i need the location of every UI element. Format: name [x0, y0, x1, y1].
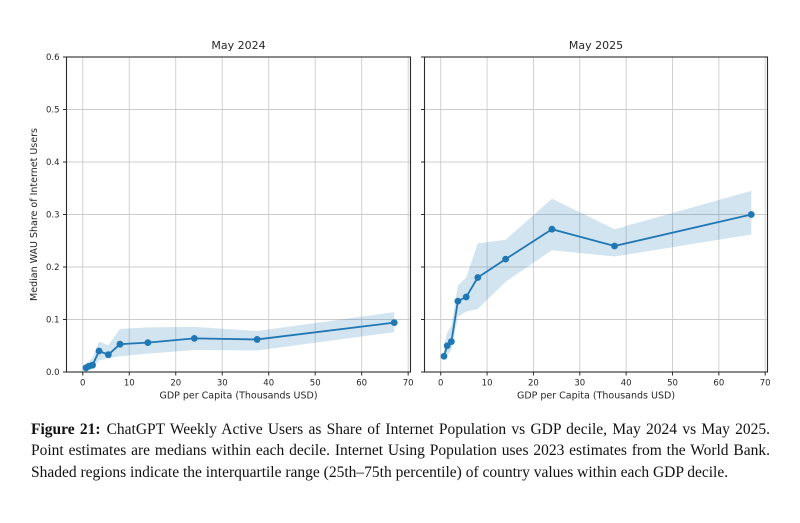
chart-panel-may-2024: 0 10 20 30 40 50 60 70 0.0 0.1 0.2 0.3 0.4 0.5 0.6 May …: [29, 39, 414, 402]
data-point: [104, 351, 112, 359]
x-tick-label: 20: [170, 379, 181, 389]
data-point: [447, 338, 455, 345]
x-tick-label: 10: [124, 379, 135, 389]
x-tick-label: 70: [760, 379, 771, 389]
x-axis-label: GDP per Capita (Thousands USD): [159, 391, 317, 402]
data-point: [474, 274, 482, 281]
iqr-band: [443, 190, 752, 362]
y-tick-label: 0.1: [46, 316, 60, 326]
figure-caption-label: Figure 21:: [31, 421, 101, 438]
data-point: [611, 242, 618, 250]
data-point: [89, 361, 96, 369]
x-tick-label: 50: [667, 379, 678, 389]
data-point: [747, 211, 755, 218]
dual-panel-line-chart: 0 10 20 30 40 50 60 70 0.0 0.1 0.2 0.3 0.4 0.5 0.6 May …: [29, 39, 771, 402]
panel-title: May 2025: [569, 39, 623, 52]
x-tick-label: 10: [482, 379, 493, 389]
y-tick-label: 0.5: [46, 106, 60, 116]
x-tick-label: 60: [713, 379, 724, 389]
data-point: [440, 352, 448, 360]
y-tick-label: 0.0: [46, 368, 60, 378]
data-point: [95, 347, 103, 355]
x-tick-label: 0: [438, 379, 443, 389]
figure-caption: Figure 21: ChatGPT Weekly Active Users as…: [31, 419, 770, 483]
y-tick-label: 0.2: [46, 263, 60, 273]
x-tick-label: 30: [217, 379, 228, 389]
x-tick-label: 0: [80, 379, 85, 389]
data-point: [390, 319, 398, 327]
data-point: [144, 339, 152, 346]
iqr-band: [86, 312, 395, 371]
x-tick-label: 30: [574, 379, 585, 389]
data-point: [462, 293, 470, 301]
y-tick-label: 0.3: [46, 211, 60, 221]
y-axis-label: Median WAU Share of Internet Users: [29, 128, 40, 301]
chart-panel-may-2025: 0 10 20 30 40 50 60 70 May 2025 GDP per Capita (T…: [421, 39, 771, 402]
x-tick-label: 20: [528, 379, 539, 389]
x-tick-label: 50: [310, 379, 321, 389]
y-tick-label: 0.4: [46, 158, 60, 168]
data-point: [253, 336, 261, 343]
data-point: [116, 340, 124, 348]
x-tick-label: 40: [621, 379, 632, 389]
x-axis-label: GDP per Capita (Thousands USD): [517, 391, 675, 402]
data-point: [190, 335, 198, 342]
x-tick-label: 40: [263, 379, 274, 389]
y-tick-label: 0.6: [46, 53, 60, 63]
data-point: [548, 225, 556, 233]
data-point: [443, 342, 451, 350]
figure-caption-text: ChatGPT Weekly Active Users as Share of …: [31, 421, 770, 481]
data-point: [502, 255, 510, 263]
x-tick-label: 70: [403, 379, 414, 389]
data-point: [454, 297, 462, 305]
panel-title: May 2024: [211, 39, 265, 52]
x-tick-label: 60: [356, 379, 367, 389]
